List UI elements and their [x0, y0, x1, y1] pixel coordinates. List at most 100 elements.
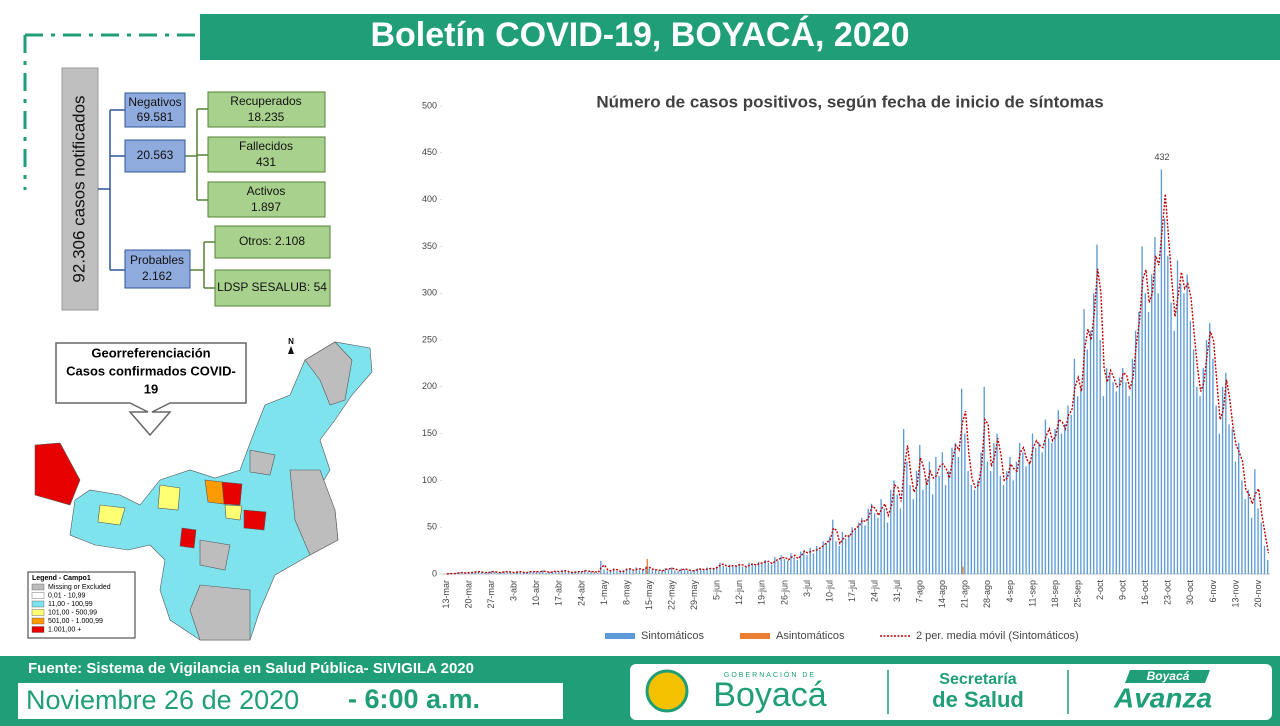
map-legend-swatch [31, 609, 45, 616]
activos-label: Activos [247, 184, 286, 198]
bar [629, 569, 631, 574]
bar [854, 529, 856, 574]
bar [645, 566, 647, 574]
x-tick-label: 5-jun [712, 580, 722, 600]
bar [606, 571, 608, 574]
bar [542, 570, 544, 574]
bar [622, 570, 625, 574]
bar [1022, 452, 1024, 574]
bar [493, 572, 496, 574]
bar [941, 452, 943, 574]
bar [1031, 433, 1034, 574]
bar [1128, 396, 1130, 574]
bar [777, 560, 779, 574]
x-tick-label: 17-abr [554, 580, 564, 606]
blue-boxes [124, 92, 191, 289]
bar [1263, 545, 1266, 574]
bar [828, 536, 831, 574]
coat-of-arms [645, 669, 689, 713]
bar [962, 566, 964, 574]
bar [967, 471, 969, 574]
decor-dash [23, 33, 195, 190]
footer-time: - 6:00 a.m. [348, 684, 480, 714]
bar [1054, 428, 1056, 574]
bar [1093, 293, 1095, 574]
bar [1257, 508, 1259, 574]
bar [477, 572, 480, 574]
bar [480, 572, 483, 574]
probables-value: 2.162 [142, 269, 172, 283]
bar [590, 571, 592, 574]
data-label: 432 [1155, 152, 1170, 162]
bar [1064, 424, 1066, 574]
bar [1205, 340, 1208, 574]
probables-label: Probables [130, 253, 184, 267]
bar [1099, 340, 1101, 574]
bar [564, 571, 567, 574]
bar [883, 508, 885, 574]
bar [806, 555, 808, 574]
bar [922, 489, 924, 574]
bar [1118, 377, 1121, 574]
bar [664, 568, 666, 574]
x-tick-label: 22-may [667, 580, 677, 611]
ldsp: LDSP SESALUB: 54 [217, 280, 327, 294]
bar [551, 571, 554, 574]
bar [1147, 311, 1150, 574]
bar [1083, 309, 1085, 574]
bar [951, 447, 953, 574]
bar [1202, 368, 1204, 574]
bar [1180, 283, 1182, 574]
bar [680, 568, 683, 574]
total-text: 92.306 casos notificados [69, 95, 88, 282]
bar [471, 573, 473, 574]
bar [780, 555, 782, 574]
bar [500, 572, 502, 574]
bar [1141, 246, 1143, 574]
bar [703, 570, 705, 574]
bar [812, 553, 815, 574]
sec-line2: de Salud [932, 687, 1024, 712]
bar [513, 573, 515, 574]
bar [857, 522, 860, 574]
x-tick-label: 1-may [599, 580, 609, 606]
bar [983, 386, 985, 574]
bar [587, 572, 589, 574]
otros: Otros: 2.108 [239, 234, 305, 248]
bar [1215, 405, 1217, 574]
x-tick-label: 3-jul [802, 580, 812, 597]
bar [783, 559, 786, 574]
map-legend-label: 0,01 - 10,99 [48, 592, 85, 599]
north-arrow: N [288, 337, 294, 346]
bar [799, 551, 802, 574]
x-tick-label: 8-may [621, 580, 631, 606]
bar [1038, 442, 1040, 574]
bar [580, 571, 583, 574]
chart: 0 50 100 150 200 250 300 350 400 450 500 13-mar 20-m… [422, 100, 1270, 642]
bar [970, 485, 972, 574]
bar [616, 571, 618, 574]
bar [535, 571, 538, 574]
y-tick-label: 100 [422, 475, 437, 485]
bar [1025, 466, 1027, 574]
map-legend-title: Legend - Campo1 [32, 575, 91, 582]
y-tick-label: 0 [432, 568, 437, 578]
bar [832, 519, 834, 574]
bar [1070, 414, 1072, 574]
bar [1173, 330, 1175, 574]
bar [989, 471, 992, 574]
map-legend-swatch [31, 626, 45, 633]
x-tick-label: 11-sep [1027, 580, 1037, 607]
bar [1241, 480, 1243, 574]
bar [954, 442, 956, 574]
bar [732, 566, 734, 574]
bar [448, 573, 451, 574]
bar [661, 570, 663, 574]
bar [1160, 169, 1163, 574]
bar [484, 573, 486, 574]
bar [1144, 293, 1146, 574]
x-tick-label: 4-sep [1005, 580, 1015, 603]
bar [635, 567, 637, 574]
bar [506, 572, 509, 574]
